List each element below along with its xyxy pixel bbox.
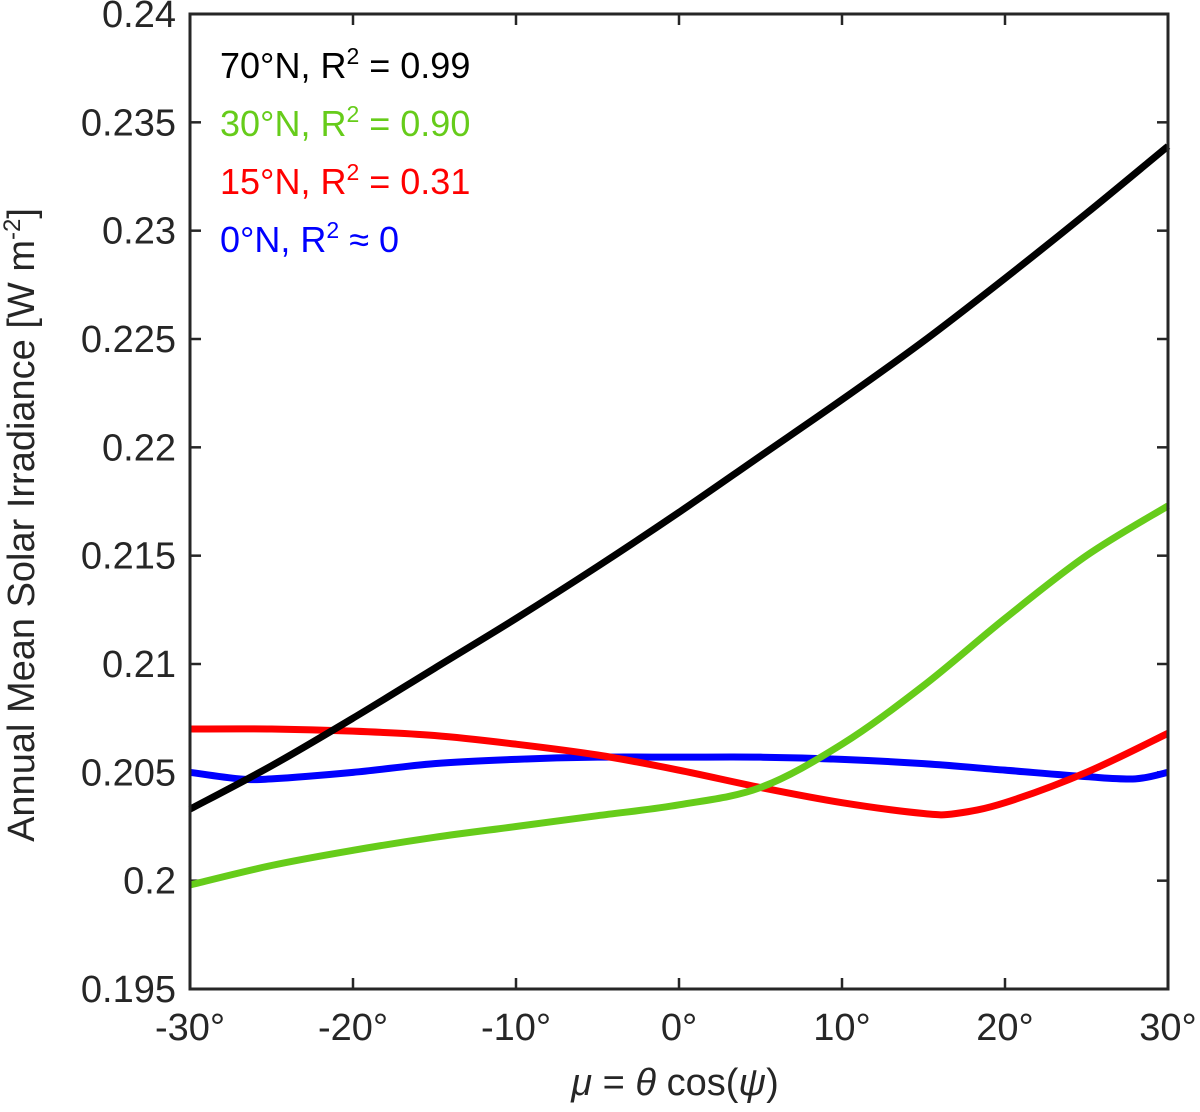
legend-entry: 70°N, R2 = 0.99 xyxy=(220,43,470,86)
y-axis-sup: -2 xyxy=(0,219,26,240)
x-tick-label: 0° xyxy=(661,1007,697,1049)
legend-entry: 30°N, R2 = 0.90 xyxy=(220,101,470,144)
series-line-0n xyxy=(189,753,1169,784)
x-axis-theta: θ xyxy=(635,1062,656,1104)
plot-frame xyxy=(188,12,1170,991)
x-axis-cos: cos( xyxy=(656,1062,739,1104)
y-tick-label: 0.235 xyxy=(81,102,176,144)
x-tick-label: 30° xyxy=(1139,1007,1196,1049)
y-tick-label: 0.195 xyxy=(81,969,176,1011)
y-tick-label: 0.2 xyxy=(123,861,176,903)
tick-labels: -30° -20° -10° 0° 10° 20° 30° 0.195 0.2 0.205 0.21… xyxy=(81,0,1197,1049)
series-line-70n xyxy=(188,143,1171,813)
y-tick-label: 0.24 xyxy=(102,0,176,36)
x-axis-mu: μ xyxy=(570,1062,592,1104)
x-tick-label: -20° xyxy=(318,1007,388,1049)
y-tick-label: 0.22 xyxy=(102,427,176,469)
x-tick-label: 10° xyxy=(813,1007,870,1049)
x-axis-psi: ψ xyxy=(738,1062,766,1104)
y-tick-label: 0.205 xyxy=(81,752,176,794)
x-axis-eq: = xyxy=(592,1062,635,1104)
y-tick-label: 0.225 xyxy=(81,319,176,361)
y-tick-label: 0.21 xyxy=(102,644,176,686)
plot-background xyxy=(190,14,1168,989)
y-axis-main: Annual Mean Solar Irradiance [W m xyxy=(1,240,43,842)
x-tick-label: 20° xyxy=(976,1007,1033,1049)
series-lines xyxy=(188,143,1171,889)
series-line-30n xyxy=(189,502,1170,889)
y-axis-close: ] xyxy=(1,208,43,219)
y-tick-label: 0.215 xyxy=(81,536,176,578)
y-tick-label: 0.23 xyxy=(102,211,176,253)
x-axis-label: μ = θ cos(ψ) xyxy=(570,1062,778,1104)
y-axis-label: Annual Mean Solar Irradiance [W m-2] xyxy=(0,208,43,842)
x-tick-label: -10° xyxy=(481,1007,551,1049)
legend-entry: 0°N, R2 ≈ 0 xyxy=(220,217,399,260)
legend: 70°N, R2 = 0.99 30°N, R2 = 0.90 15°N, R2 =… xyxy=(220,43,470,260)
series-line-15n xyxy=(189,725,1170,819)
legend-entry: 15°N, R2 = 0.31 xyxy=(220,159,470,202)
x-tick-label: -30° xyxy=(155,1007,225,1049)
x-axis-close: ) xyxy=(766,1062,779,1104)
